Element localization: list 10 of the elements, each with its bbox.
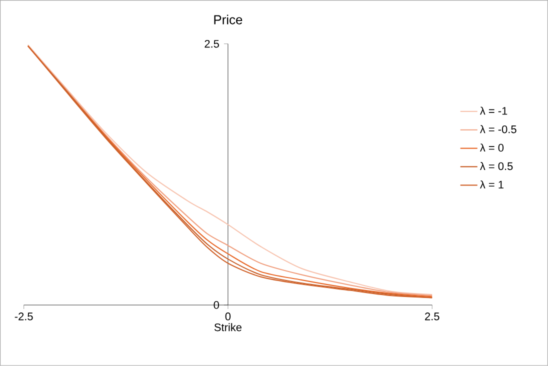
x-tick-label: -2.5 [14,312,33,320]
x-tick-label: 2.5 [425,312,440,320]
legend-label: λ = -1 [480,106,508,115]
legend-label: λ = 0.5 [480,162,513,170]
chart-title: Price [214,14,242,24]
legend-label: λ = -0.5 [480,125,516,134]
legend-label: λ = 1 [480,180,504,188]
x-axis-title: Strike [214,323,242,332]
legend-label: λ = 0 [480,144,504,152]
x-tick-label: 0 [225,312,231,320]
